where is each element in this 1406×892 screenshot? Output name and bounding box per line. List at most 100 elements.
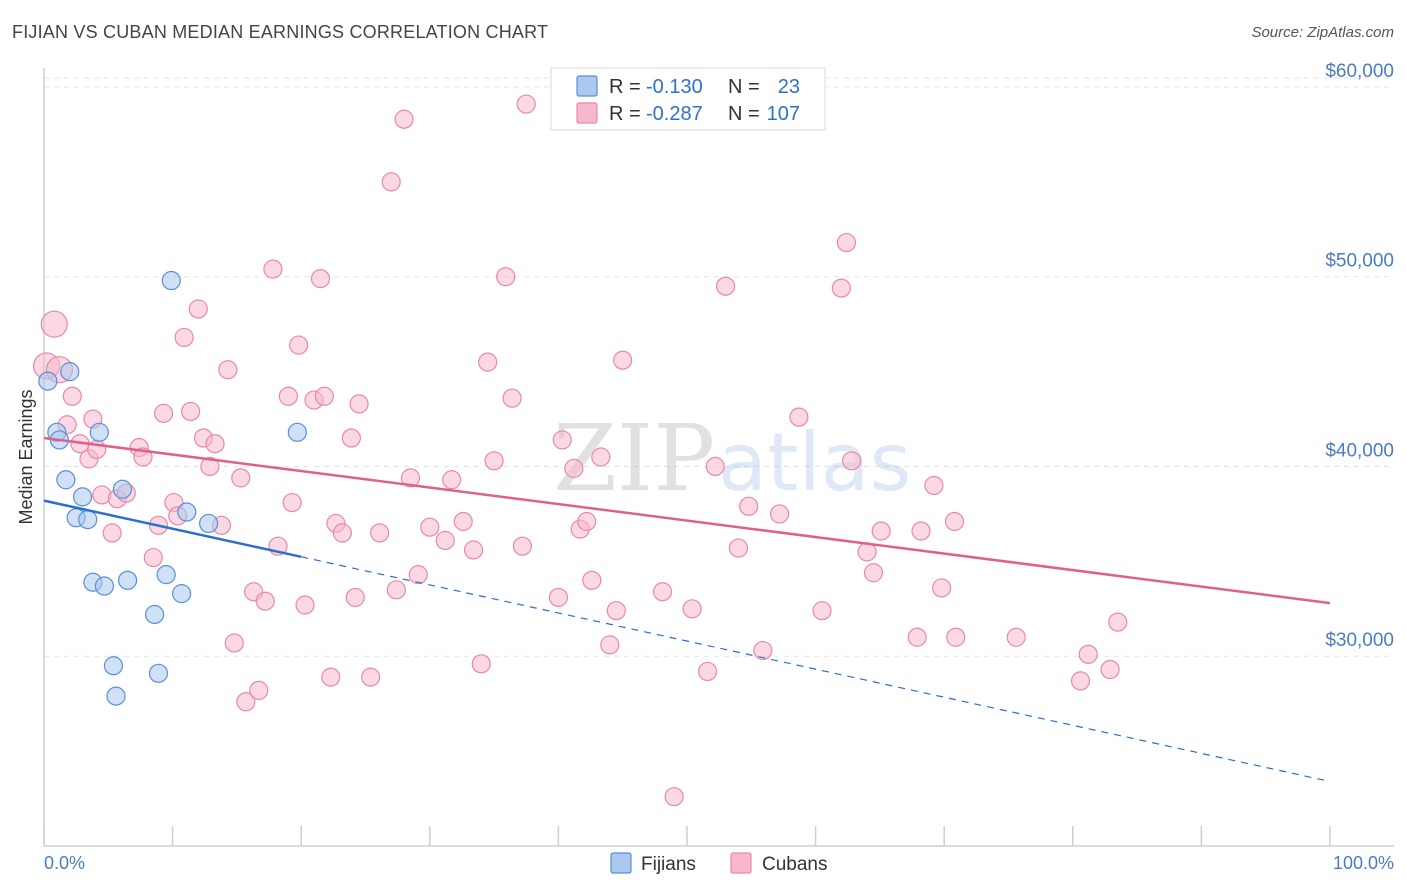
y-tick-labels: $30,000 $40,000 $50,000 $60,000 [1325,61,1394,651]
cuban-point [606,601,626,621]
cuban-point [408,565,428,585]
fijian-point [287,422,307,442]
cuban-point [664,787,684,807]
cuban-point [314,386,334,406]
cuban-point [600,635,620,655]
cuban-point [871,521,891,541]
fijian-point [156,565,176,585]
cuban-point [236,692,256,712]
cuban-point [705,456,725,477]
axes [43,68,1394,847]
cuban-point [463,540,484,560]
cuban-point [769,504,790,524]
cuban-point [564,458,584,478]
grid-lines [44,77,1394,657]
cuban-point [453,511,473,532]
watermark: ZIP atlas [553,405,911,512]
cuban-point [40,310,68,338]
y-tick-label: $30,000 [1325,630,1394,651]
source-label: Source: ZipAtlas.com [1251,24,1394,41]
trend-lines [43,436,1331,783]
x-tick-label-min: 0.0% [44,853,85,873]
cuban-point [349,394,369,414]
cuban-point [753,640,773,661]
y-tick-label: $50,000 [1325,251,1394,272]
cuban-point [697,661,718,682]
fijians-trend-line [43,499,302,559]
cuban-point [516,94,536,114]
x-tick-labels: 0.0% 100.0% [44,853,1394,873]
fijian-point [72,487,93,507]
cuban-point [502,388,522,408]
fijian-point [161,270,181,291]
cuban-point [911,521,931,541]
cuban-point [62,386,82,406]
cuban-point [907,627,927,647]
cuban-point [582,570,602,590]
fijian-point [78,510,98,530]
cuban-point [386,580,406,600]
legend-n-label-fijians: N = [728,76,760,98]
cuban-point [332,523,352,543]
cuban-point [1108,612,1128,632]
x-tick-marks [43,826,1331,846]
cuban-point [310,269,331,289]
legend-n-value-cubans: 107 [767,103,800,125]
cuban-point [863,563,884,583]
bottom-legend: Fijians Cubans [610,852,828,875]
cuban-point [181,401,201,422]
cuban-point [200,456,220,477]
cuban-point [924,475,944,496]
fijian-point [94,576,115,596]
cuban-point [361,667,381,687]
legend-swatch-cubans [576,102,598,124]
fijian-point [103,656,124,676]
cuban-point [812,601,832,621]
cuban-point [496,267,516,287]
cuban-point [946,627,966,647]
cuban-point [278,386,298,406]
watermark-atlas: atlas [718,416,911,509]
cuban-point [345,587,365,608]
fijians-points [38,270,307,706]
legend-r-label-cubans: R = [609,103,641,125]
cuban-point [789,407,809,427]
cuban-point [512,536,532,556]
cuban-point [255,591,275,611]
cuban-point [321,667,341,687]
y-tick-label: $60,000 [1325,61,1394,82]
fijian-point [148,663,169,683]
fijian-point [56,470,76,490]
cuban-point [381,172,401,192]
cuban-point [249,680,269,701]
x-tick-label-max: 100.0% [1333,853,1394,873]
legend-r-value-cubans: -0.287 [646,103,703,125]
bottom-legend-label-cubans: Cubans [762,854,828,875]
cuban-point [944,511,965,532]
cuban-point [613,350,633,370]
cuban-point [153,403,174,423]
chart-title: FIJIAN VS CUBAN MEDIAN EARNINGS CORRELAT… [12,22,549,42]
cuban-point [478,352,498,372]
bottom-legend-label-fijians: Fijians [641,854,696,875]
fijian-point [112,479,133,499]
cuban-point [836,232,857,253]
cubans-points [32,94,1128,807]
cuban-point [420,517,440,537]
legend-swatch-fijians [576,75,598,97]
cuban-point [218,360,238,380]
cuban-point [174,327,194,348]
cuban-point [471,654,491,674]
cuban-point [842,451,862,471]
cuban-point [932,578,952,598]
legend-r-label-fijians: R = [609,76,641,98]
legend-n-value-fijians: 23 [778,76,800,98]
cuban-point [1070,671,1091,691]
legend-n-label-cubans: N = [728,103,760,125]
cuban-point [263,259,283,279]
cuban-point [400,468,421,488]
cuban-point [435,530,455,551]
top-legend: R = -0.130 N = 23 R = -0.287 N = 107 [550,67,826,131]
cuban-point [188,299,208,319]
